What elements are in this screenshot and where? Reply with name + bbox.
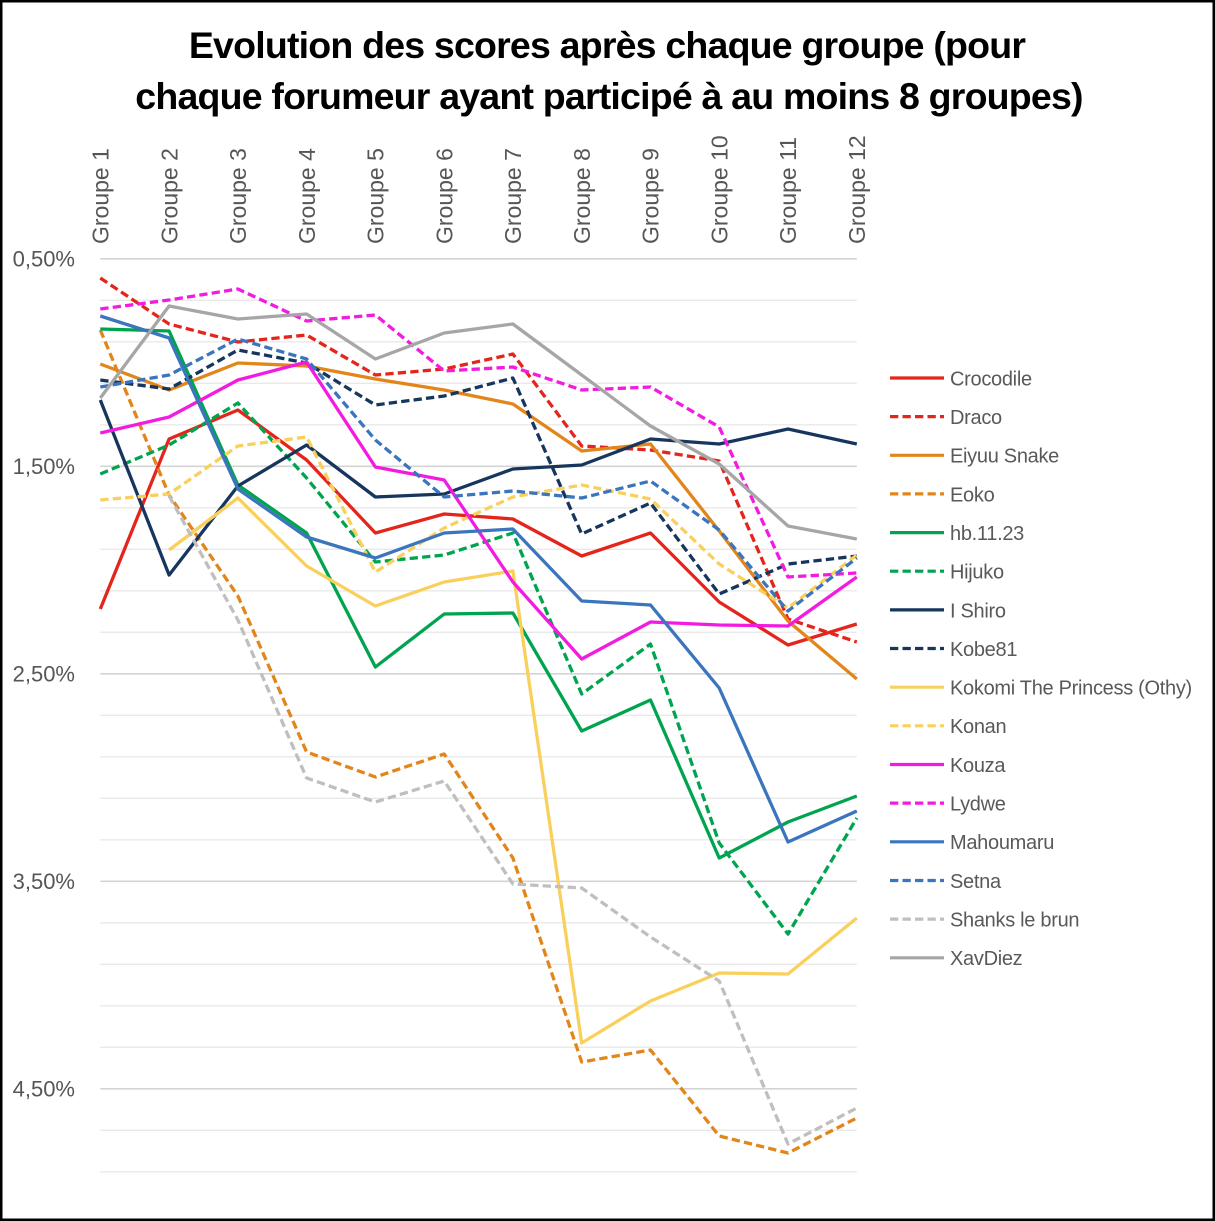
svg-text:Groupe 12: Groupe 12 [844,135,870,244]
svg-text:Groupe 7: Groupe 7 [500,148,526,244]
svg-text:Groupe 9: Groupe 9 [638,148,664,244]
svg-text:Evolution des scores après cha: Evolution des scores après chaque groupe… [189,24,1027,66]
svg-text:Kouza: Kouza [950,755,1006,777]
svg-text:Konan: Konan [950,716,1006,738]
svg-text:Crocodile: Crocodile [950,368,1032,390]
svg-text:Setna: Setna [950,871,1002,893]
svg-text:Groupe 5: Groupe 5 [363,148,389,244]
svg-text:0,50%: 0,50% [13,246,75,271]
svg-text:Eiyuu Snake: Eiyuu Snake [950,446,1059,468]
svg-text:Hijuko: Hijuko [950,562,1004,584]
svg-text:Mahoumaru: Mahoumaru [950,832,1054,854]
svg-text:Groupe 1: Groupe 1 [88,148,114,244]
svg-text:Shanks le brun: Shanks le brun [950,910,1079,932]
svg-text:Groupe 6: Groupe 6 [431,148,457,244]
svg-text:Lydwe: Lydwe [950,794,1006,816]
svg-text:1,50%: 1,50% [13,454,75,479]
svg-text:2,50%: 2,50% [13,661,75,686]
svg-text:3,50%: 3,50% [13,869,75,894]
svg-text:Draco: Draco [950,407,1002,429]
svg-text:Eoko: Eoko [950,484,995,506]
svg-text:Groupe 8: Groupe 8 [569,148,595,244]
svg-text:XavDiez: XavDiez [950,948,1022,970]
svg-text:Groupe 4: Groupe 4 [294,148,320,244]
svg-text:Kobe81: Kobe81 [950,639,1017,661]
svg-text:hb.11.23: hb.11.23 [950,523,1024,545]
svg-text:I Shiro: I Shiro [950,600,1006,622]
svg-text:Groupe 3: Groupe 3 [225,148,251,244]
svg-text:4,50%: 4,50% [13,1076,75,1101]
svg-text:Kokomi The Princess (Othy): Kokomi The Princess (Othy) [950,678,1192,700]
svg-text:Groupe 11: Groupe 11 [775,137,801,244]
svg-text:chaque forumeur ayant particip: chaque forumeur ayant participé à au moi… [135,75,1082,117]
svg-text:Groupe 2: Groupe 2 [156,148,182,244]
svg-text:Groupe 10: Groupe 10 [706,135,732,244]
